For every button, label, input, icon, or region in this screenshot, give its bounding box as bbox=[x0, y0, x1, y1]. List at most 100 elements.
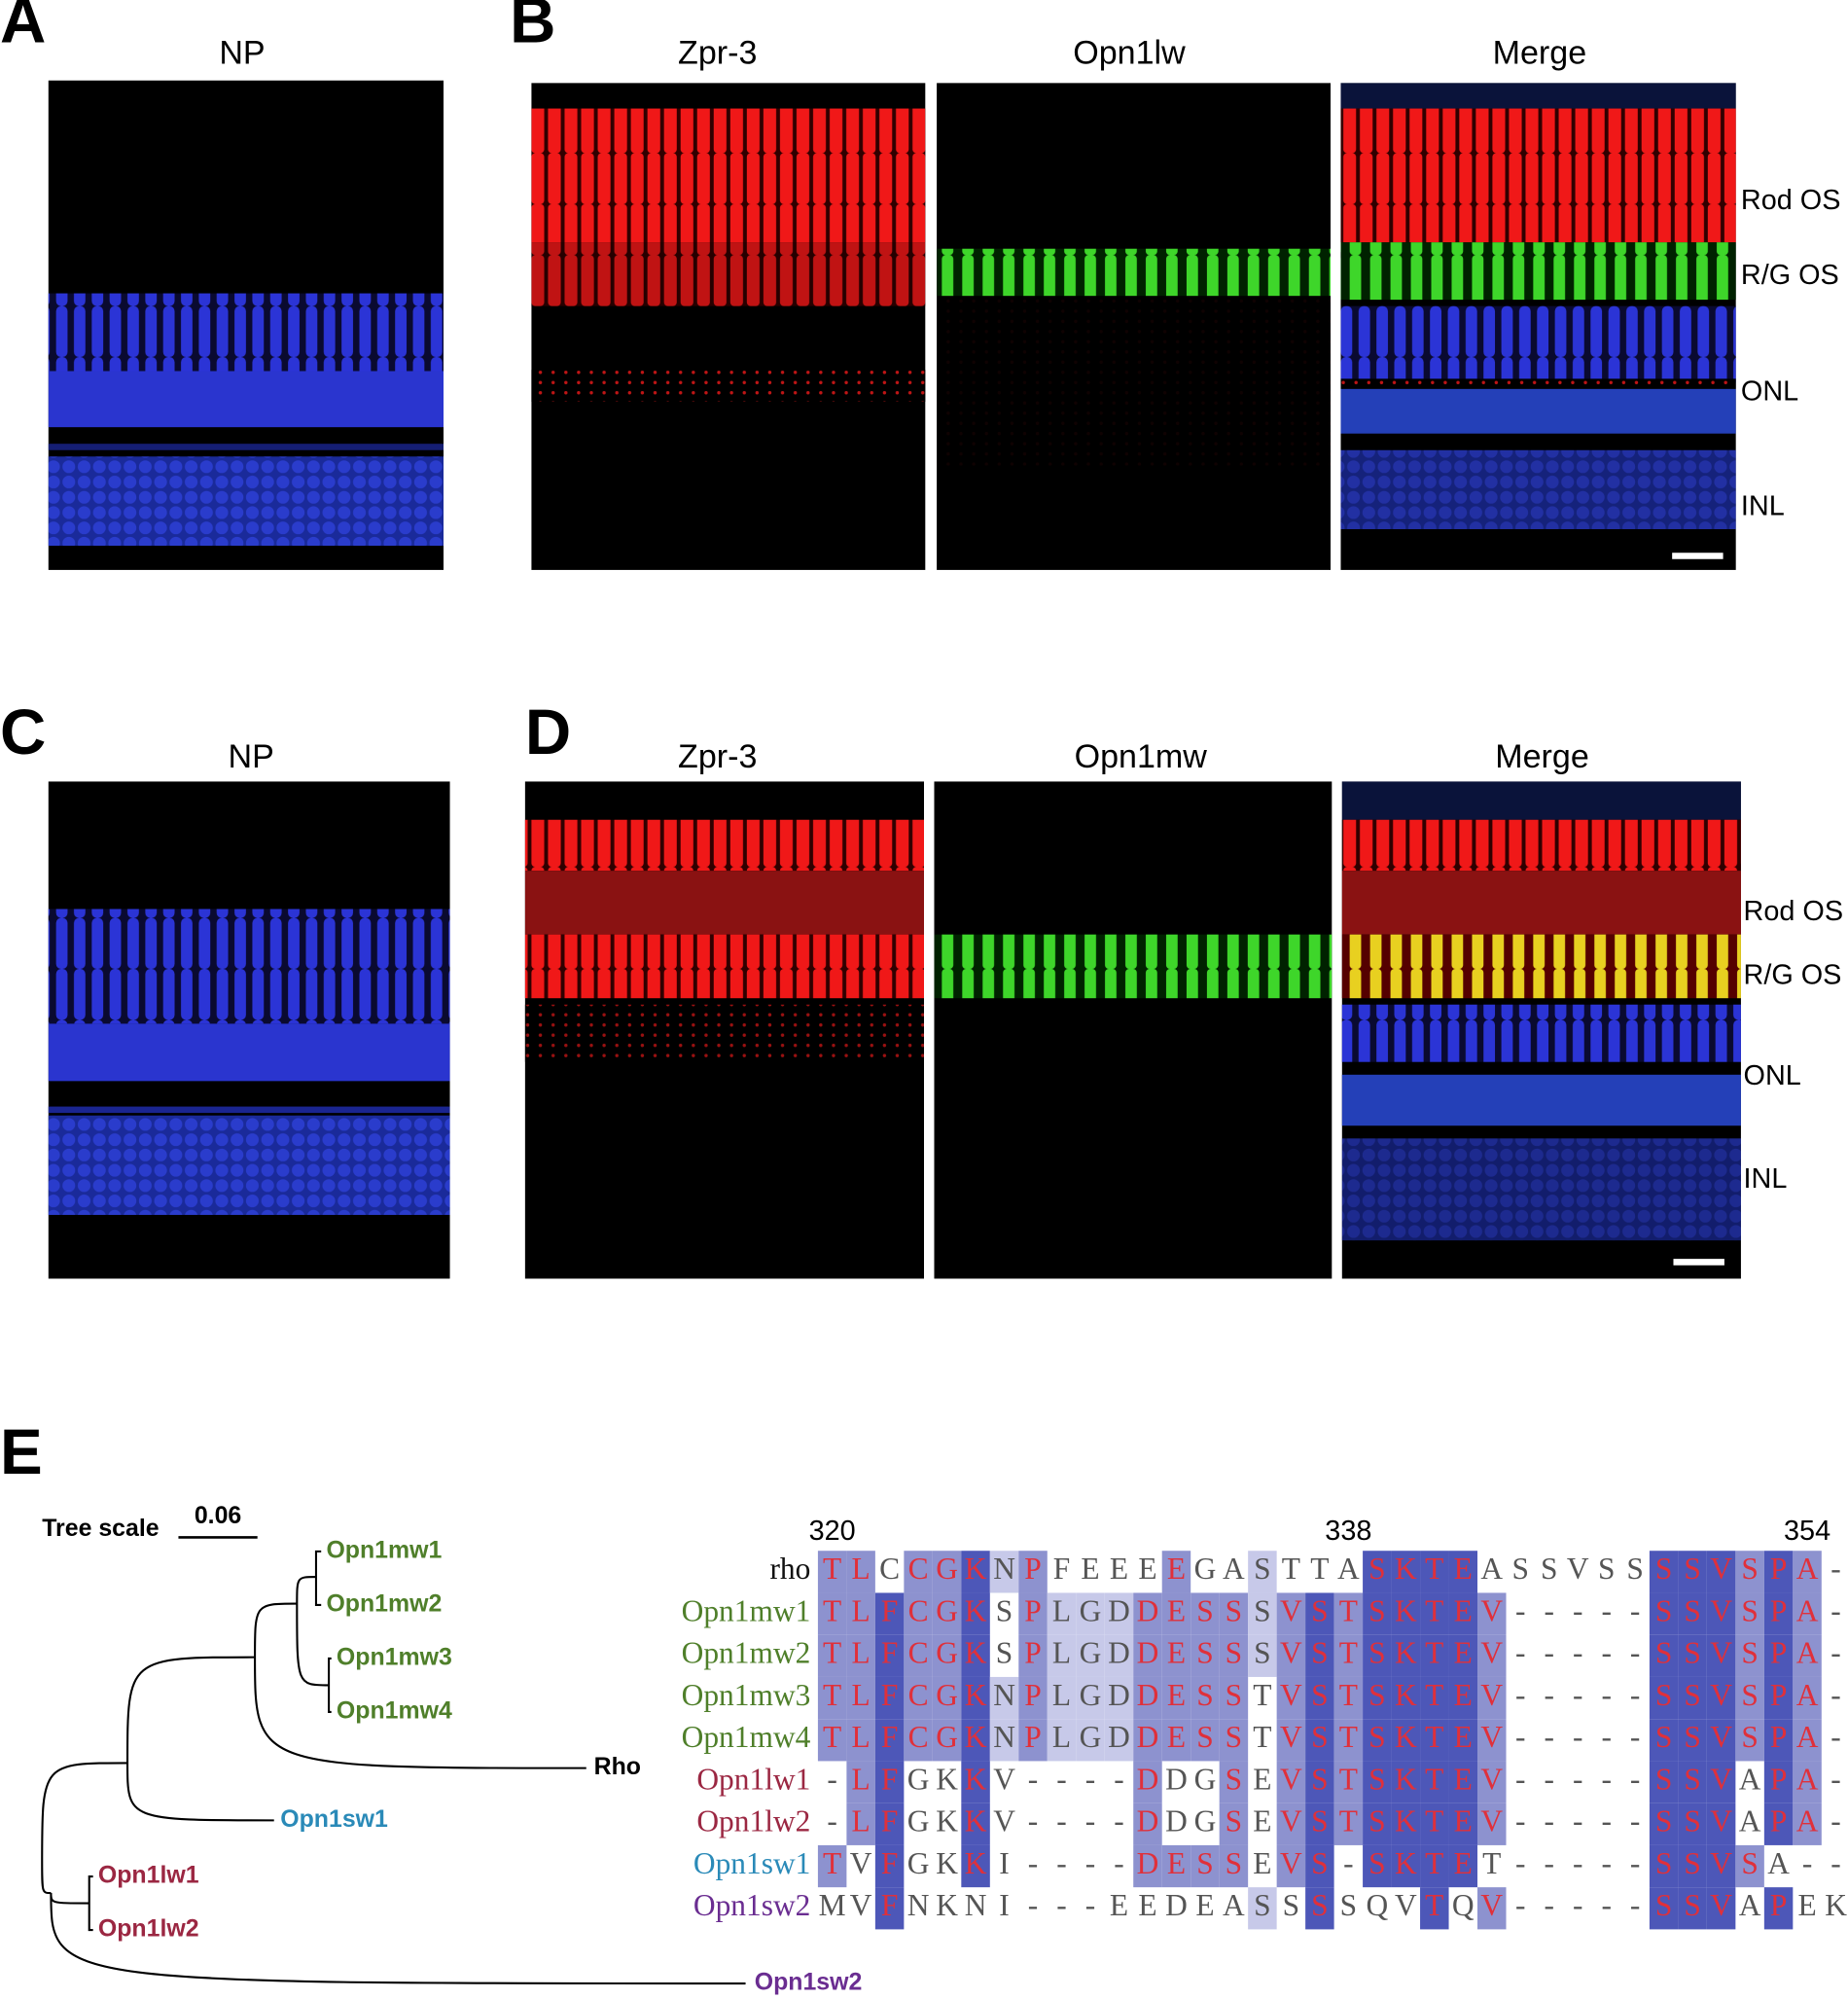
residue-shade bbox=[1678, 1761, 1707, 1803]
residue-shade bbox=[989, 1551, 1019, 1593]
residue: - bbox=[1085, 1888, 1095, 1922]
residue-shade bbox=[1763, 1551, 1794, 1593]
tissue-layer bbox=[531, 108, 926, 243]
residue: K bbox=[965, 1552, 987, 1586]
residue: V bbox=[1480, 1593, 1503, 1627]
residue: - bbox=[1830, 1846, 1840, 1880]
micrograph bbox=[934, 781, 1333, 1279]
residue-shade bbox=[1018, 1719, 1048, 1762]
residue: - bbox=[1630, 1762, 1640, 1796]
residue: S bbox=[1254, 1593, 1270, 1627]
residue-shade bbox=[1763, 1634, 1794, 1677]
residue: P bbox=[1770, 1762, 1787, 1796]
residue: P bbox=[1024, 1720, 1041, 1754]
residue: - bbox=[1114, 1762, 1123, 1796]
residue: P bbox=[1770, 1636, 1787, 1670]
residue: S bbox=[1655, 1762, 1672, 1796]
residue-shade bbox=[846, 1719, 875, 1762]
residue-shade bbox=[1161, 1634, 1191, 1677]
residue-shade bbox=[1363, 1803, 1392, 1845]
tissue-layer bbox=[48, 456, 444, 547]
residue: V bbox=[1710, 1846, 1732, 1880]
sequence-name: Opn1mw1 bbox=[682, 1593, 811, 1627]
layer-label: INL bbox=[1744, 1163, 1788, 1195]
residue-shade bbox=[1706, 1634, 1736, 1677]
residue: E bbox=[1454, 1678, 1473, 1712]
residue: - bbox=[1343, 1846, 1353, 1880]
residue: S bbox=[1655, 1678, 1672, 1712]
residue-shade bbox=[1333, 1761, 1364, 1803]
residue: S bbox=[996, 1636, 1013, 1670]
residue-shade bbox=[1363, 1719, 1392, 1762]
residue: - bbox=[1056, 1888, 1066, 1922]
residue-shade bbox=[1363, 1844, 1392, 1888]
residue-shade bbox=[1735, 1844, 1764, 1888]
residue-shade bbox=[1706, 1803, 1736, 1845]
residue: V bbox=[1710, 1593, 1732, 1627]
panel-title: Opn1lw bbox=[1073, 35, 1186, 72]
residue-shade bbox=[874, 1803, 905, 1845]
tissue-layer bbox=[1340, 242, 1736, 301]
residue: - bbox=[1573, 1678, 1582, 1712]
residue-shade bbox=[961, 1676, 990, 1720]
residue-shade bbox=[1706, 1887, 1736, 1930]
residue: - bbox=[827, 1762, 836, 1796]
residue-shade bbox=[1133, 1844, 1162, 1888]
tissue-layer bbox=[1340, 449, 1736, 529]
residue: A bbox=[1337, 1552, 1360, 1586]
residue: E bbox=[1454, 1636, 1473, 1670]
tissue-layer bbox=[1340, 108, 1736, 243]
residue: S bbox=[1684, 1804, 1700, 1838]
residue: S bbox=[1511, 1552, 1528, 1586]
tissue-layer bbox=[1341, 871, 1741, 935]
residue: K bbox=[965, 1678, 987, 1712]
residue: P bbox=[1770, 1804, 1787, 1838]
residue: T bbox=[1253, 1678, 1271, 1712]
residue: S bbox=[1741, 1678, 1758, 1712]
sequence-name: Opn1lw2 bbox=[696, 1804, 810, 1838]
sequence-name: Opn1sw2 bbox=[693, 1888, 811, 1922]
layer-label: R/G OS bbox=[1744, 960, 1842, 991]
residue: - bbox=[1601, 1720, 1611, 1754]
residue: T bbox=[823, 1678, 841, 1712]
residue: A bbox=[1796, 1762, 1819, 1796]
residue: - bbox=[1630, 1846, 1640, 1880]
residue-shade bbox=[1793, 1634, 1822, 1677]
residue: G bbox=[1080, 1678, 1102, 1712]
residue: S bbox=[1684, 1552, 1700, 1586]
residue-shade bbox=[1649, 1592, 1679, 1635]
residue: - bbox=[1601, 1888, 1611, 1922]
residue: S bbox=[1684, 1846, 1700, 1880]
layer-label: INL bbox=[1741, 490, 1785, 521]
residue: D bbox=[1165, 1888, 1188, 1922]
residue: K bbox=[965, 1762, 987, 1796]
residue: V bbox=[1710, 1636, 1732, 1670]
residue-shade bbox=[1649, 1887, 1679, 1930]
residue-shade bbox=[1391, 1634, 1421, 1677]
residue-shade bbox=[817, 1844, 847, 1888]
residue-shade bbox=[1248, 1592, 1277, 1635]
residue-shade bbox=[1793, 1551, 1822, 1593]
residue: E bbox=[1454, 1846, 1473, 1880]
residue: E bbox=[1167, 1678, 1186, 1712]
residue: C bbox=[908, 1678, 929, 1712]
residue: - bbox=[1830, 1552, 1840, 1586]
tree-leaf-label: Opn1lw1 bbox=[98, 1862, 199, 1889]
residue: D bbox=[1137, 1762, 1159, 1796]
residue: S bbox=[1655, 1846, 1672, 1880]
residue-shade bbox=[1763, 1676, 1794, 1720]
residue-shade bbox=[1219, 1634, 1249, 1677]
residue-shade bbox=[1477, 1887, 1507, 1930]
residue: - bbox=[1601, 1762, 1611, 1796]
residue: K bbox=[1825, 1888, 1847, 1922]
residue: - bbox=[1601, 1846, 1611, 1880]
tissue-layer bbox=[531, 242, 926, 306]
residue-shade bbox=[1420, 1761, 1449, 1803]
panel-title: NP bbox=[228, 738, 273, 775]
residue: N bbox=[907, 1888, 930, 1922]
residue: - bbox=[1085, 1846, 1095, 1880]
residue: - bbox=[1056, 1846, 1066, 1880]
residue-shade bbox=[1649, 1719, 1679, 1762]
residue-shade bbox=[1133, 1719, 1162, 1762]
residue: - bbox=[1515, 1888, 1525, 1922]
